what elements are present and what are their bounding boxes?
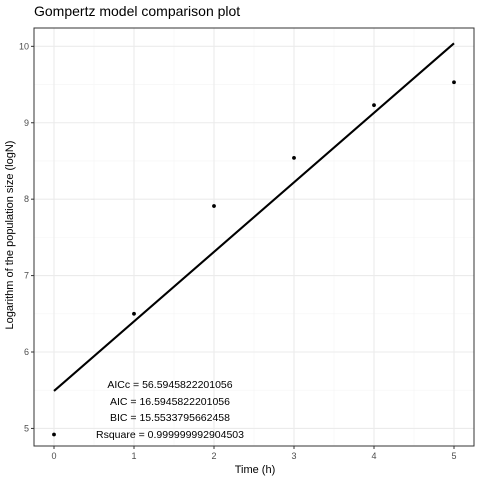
x-tick-label: 5 bbox=[451, 451, 456, 461]
y-axis: 5 6 7 8 9 10 bbox=[19, 41, 34, 433]
data-point bbox=[52, 432, 56, 437]
x-tick-label: 0 bbox=[51, 451, 56, 461]
data-points bbox=[52, 80, 456, 437]
x-tick-label: 1 bbox=[131, 451, 136, 461]
stat-annotation: Rsquare = 0.999999992904503 bbox=[96, 429, 244, 441]
chart-title: Gompertz model comparison plot bbox=[34, 3, 240, 19]
stat-annotation: AICc = 56.5945822201056 bbox=[107, 379, 232, 391]
data-point bbox=[452, 80, 456, 85]
x-axis-title: Time (h) bbox=[235, 464, 276, 476]
stat-annotation: AIC = 16.5945822201056 bbox=[110, 396, 230, 408]
x-axis: 0 1 2 3 4 5 bbox=[51, 446, 457, 461]
model-statistics: AICc = 56.5945822201056 AIC = 16.59458222… bbox=[96, 379, 244, 441]
x-tick-label: 4 bbox=[371, 451, 376, 461]
data-point bbox=[212, 204, 216, 208]
x-tick-label: 3 bbox=[291, 451, 296, 461]
major-gridlines bbox=[34, 28, 474, 446]
y-tick-label: 8 bbox=[24, 194, 29, 204]
y-tick-label: 10 bbox=[19, 41, 29, 51]
data-point bbox=[132, 311, 136, 316]
y-tick-label: 6 bbox=[24, 347, 29, 357]
y-tick-label: 7 bbox=[24, 271, 29, 281]
x-tick-label: 2 bbox=[211, 451, 216, 461]
data-point bbox=[292, 156, 296, 160]
minor-gridlines bbox=[34, 28, 474, 446]
panel-border bbox=[33, 27, 475, 447]
fit-line-layer bbox=[53, 42, 455, 392]
stat-annotation: BIC = 15.5533795662458 bbox=[110, 412, 230, 424]
y-tick-label: 5 bbox=[24, 423, 29, 433]
fit-line bbox=[53, 42, 455, 392]
y-tick-label: 9 bbox=[24, 118, 29, 128]
data-point bbox=[372, 103, 376, 108]
y-axis-title: Logarithm of the population size (logN) bbox=[4, 141, 16, 330]
